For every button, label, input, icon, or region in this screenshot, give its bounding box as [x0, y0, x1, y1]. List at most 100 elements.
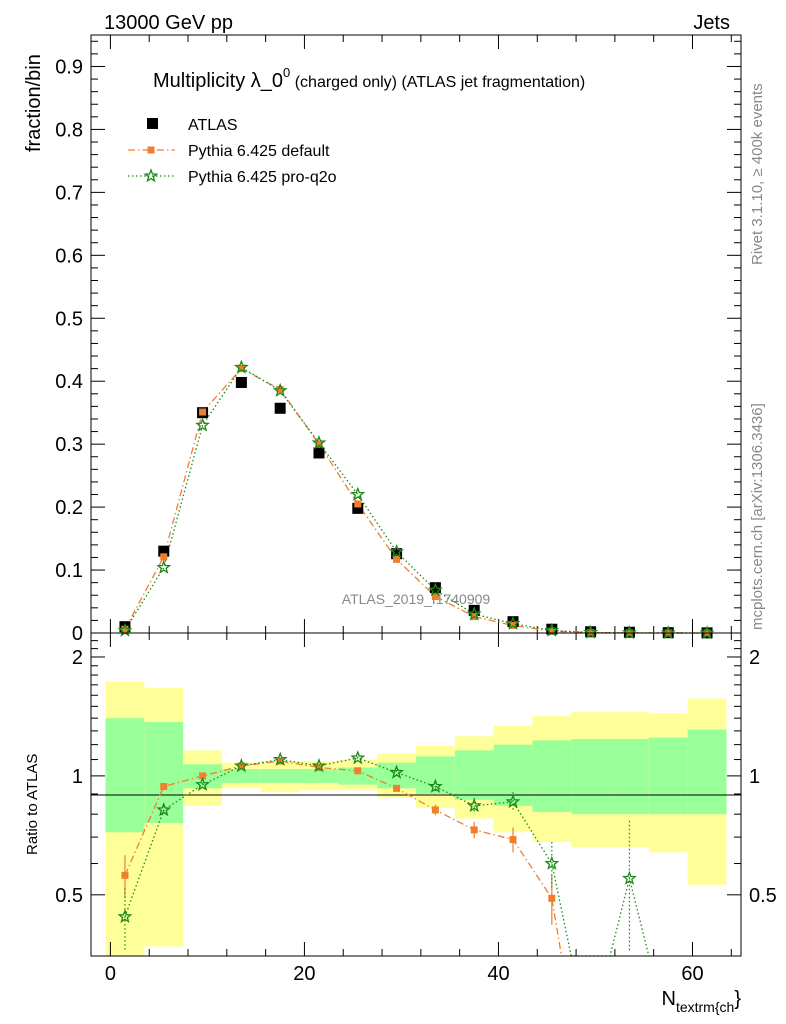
proq2o-point	[427, 582, 443, 597]
default-ratio-point	[315, 764, 323, 772]
x-tick-label: 40	[487, 963, 509, 985]
header-right: Jets	[693, 12, 730, 34]
ratio-x-axis: 0 20 40 60	[105, 633, 732, 985]
main-y-axis: 0 0.1 0.2 0.3 0.4 0.5 0.6 0.7 0.8 0.9	[55, 40, 741, 645]
default-point	[160, 553, 168, 561]
inner-band-bin	[648, 737, 688, 815]
header-left: 13000 GeV pp	[104, 12, 233, 34]
x-axis-label-main: N	[662, 988, 676, 1010]
ratio-uncertainty-bands	[105, 681, 727, 956]
atlas-point	[468, 604, 480, 616]
ratio-y-tick-label-right: 0.5	[749, 885, 777, 907]
proq2o-ratio-point	[621, 870, 637, 885]
plot-title-main: Multiplicity λ_0	[153, 70, 283, 92]
proq2o-ratio-point	[272, 751, 288, 766]
inner-band-bin	[454, 750, 494, 800]
default-ratio-point	[121, 871, 129, 879]
proq2o-ratio-point	[311, 758, 327, 773]
proq2o-ratio-point	[156, 802, 172, 817]
plot-title: Multiplicity λ_00 (charged only) (ATLAS …	[153, 65, 585, 92]
default-ratio-point	[548, 894, 556, 902]
proq2o-point	[583, 624, 599, 639]
ratio-y-tick-label: 1	[72, 766, 83, 788]
y-tick-label: 0.5	[55, 308, 83, 330]
default-point	[431, 592, 439, 600]
inner-band-bin	[144, 721, 184, 823]
main-plot-panel: 0 0.1 0.2 0.3 0.4 0.5 0.6 0.7 0.8 0.9 ATLAS_2019_…	[55, 34, 742, 645]
default-ratio-point	[509, 836, 517, 844]
proq2o-point	[389, 543, 405, 559]
proq2o-point	[156, 559, 172, 574]
proq2o-ratio-point	[389, 764, 405, 779]
plot-title-rest: (charged only) (ATLAS jet fragmentation)	[290, 74, 585, 91]
proq2o-point	[621, 624, 637, 640]
y-tick-label: 0.8	[55, 119, 83, 141]
atlas-point	[507, 616, 519, 628]
inner-band-bin	[105, 718, 145, 833]
default-point	[276, 385, 284, 393]
proq2o-point	[350, 486, 366, 501]
inner-band-bin	[571, 738, 611, 815]
proq2o-point	[195, 417, 211, 432]
inner-band-bin	[221, 769, 261, 783]
atlas-point	[313, 447, 325, 459]
ratio-plot-frame	[90, 632, 742, 957]
proq2o-point	[699, 625, 715, 640]
legend-label-atlas: ATLAS	[188, 117, 238, 134]
default-point	[315, 440, 323, 448]
x-tick-label: 60	[681, 963, 703, 985]
y-tick-label: 0	[72, 623, 83, 645]
atlas-point	[274, 402, 286, 414]
ratio-y-tick-label: 0.5	[55, 885, 83, 907]
default-ratio-point	[393, 784, 401, 792]
proq2o-ratio-point	[350, 750, 366, 765]
y-tick-label: 0.4	[55, 371, 83, 393]
legend: ATLAS Pythia 6.425 default Pythia 6.425 …	[128, 117, 337, 186]
default-ratio-point	[160, 783, 168, 791]
y-tick-label: 0.3	[55, 434, 83, 456]
proq2o-ratio-point	[427, 778, 443, 793]
inner-band-bin	[338, 767, 378, 785]
ratio-y-axis: 0.5 0.5 1 1 2 2	[55, 640, 777, 907]
default-point	[393, 555, 401, 563]
y-tick-label: 0.6	[55, 245, 83, 267]
proq2o-point	[233, 359, 249, 374]
proq2o-ratio-point	[466, 797, 482, 813]
main-y-label: fraction/bin	[23, 54, 45, 152]
default-point	[237, 365, 245, 373]
proq2o-point	[660, 625, 676, 640]
y-tick-label: 0.1	[55, 560, 83, 582]
inner-band-bin	[687, 729, 727, 815]
x-tick-label: 20	[293, 963, 315, 985]
default-point	[354, 500, 362, 508]
x-tick-label: 0	[105, 963, 116, 985]
proq2o-ratio-point	[117, 908, 133, 924]
ratio-y-label: Ratio to ATLAS	[24, 754, 41, 855]
mcplots-label: mcplots.cern.ch [arXiv:1306.3436]	[749, 403, 766, 630]
proq2o-point	[505, 615, 521, 630]
y-tick-label: 0.2	[55, 497, 83, 519]
default-point	[121, 625, 129, 633]
legend-marker-proq2o	[143, 168, 159, 183]
inner-band-bin	[416, 756, 455, 794]
inner-band-bin	[260, 769, 300, 783]
ratio-plot-panel: 0.5 0.5 1 1 2 2 0 20 40 60	[55, 632, 777, 985]
atlas-point	[352, 502, 364, 514]
ratio-y-tick-label: 2	[72, 647, 83, 669]
proq2o-point	[311, 435, 327, 450]
legend-label-default: Pythia 6.425 default	[188, 143, 330, 160]
inner-band-bin	[532, 740, 572, 813]
ratio-y-tick-label-right: 2	[749, 647, 760, 669]
legend-marker-default	[147, 146, 155, 154]
plot-title-sup: 0	[283, 65, 290, 80]
proq2o-ratio-point	[505, 793, 521, 809]
proq2o-point	[466, 606, 482, 621]
proq2o-ratio-point	[233, 758, 249, 773]
legend-marker-atlas	[147, 118, 158, 129]
inner-band-bin	[299, 769, 339, 783]
proq2o-ratio-point	[544, 855, 560, 870]
default-ratio-point	[237, 762, 245, 770]
inner-band-bin	[610, 738, 649, 815]
default-ratio-point	[354, 767, 362, 775]
